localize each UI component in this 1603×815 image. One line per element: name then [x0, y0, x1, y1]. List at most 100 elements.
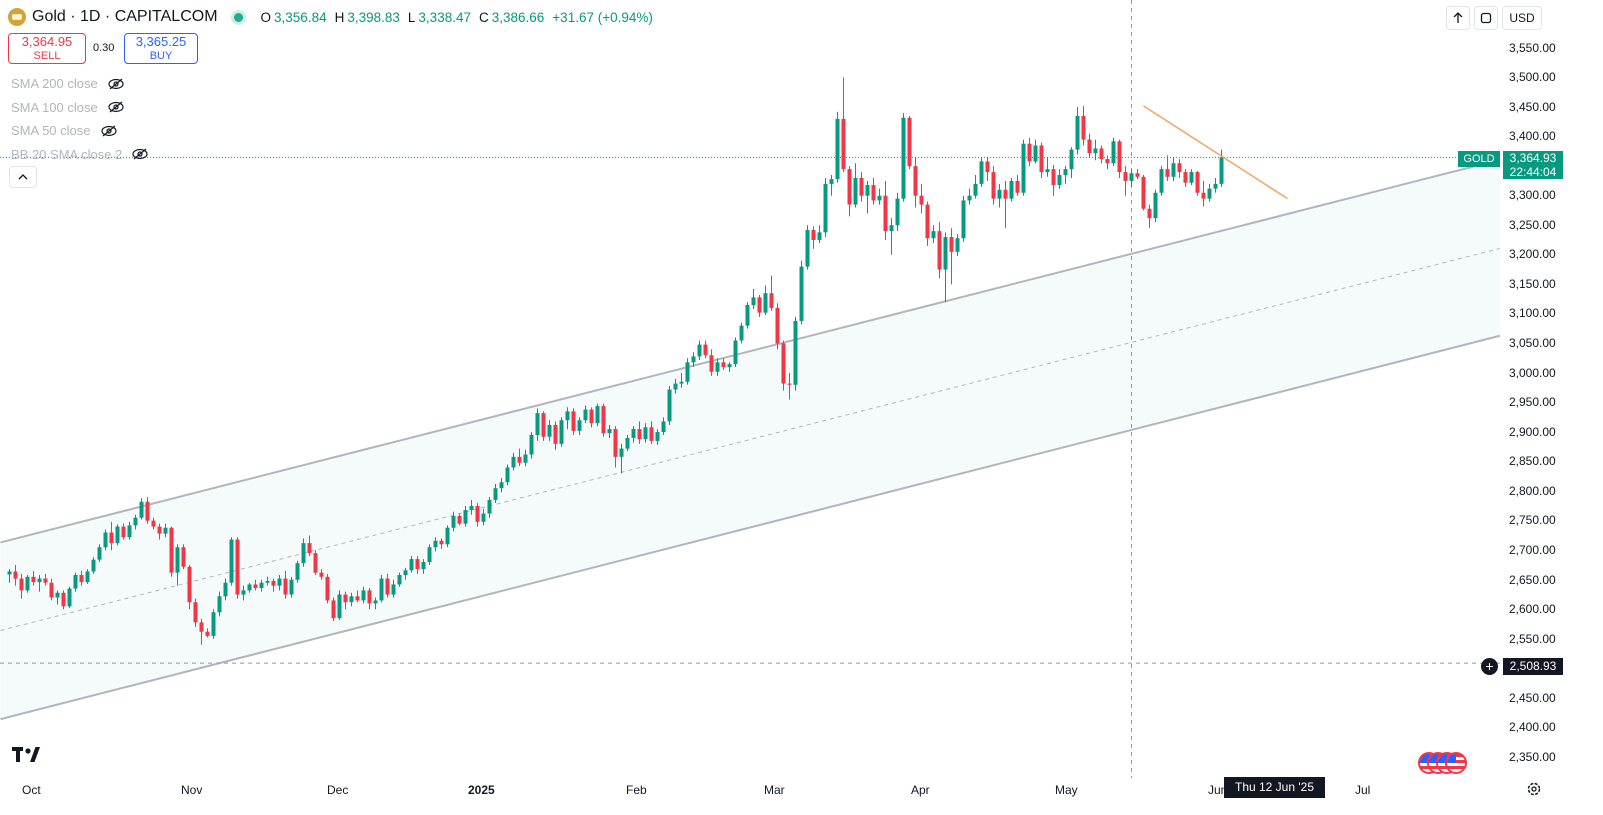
candle	[997, 183, 1002, 208]
candle	[499, 478, 504, 493]
buy-button[interactable]: 3,365.25 BUY	[124, 33, 198, 64]
candle	[865, 180, 870, 214]
candle-body	[895, 198, 900, 226]
candle-body	[1087, 139, 1092, 154]
candle-body	[109, 532, 114, 544]
candle	[1039, 142, 1044, 178]
candle-body	[55, 592, 60, 598]
eye-off-icon[interactable]	[100, 125, 117, 137]
candle	[205, 628, 210, 638]
candle-body	[187, 566, 192, 603]
candle	[61, 590, 66, 610]
candle	[481, 508, 486, 526]
candle-body	[1033, 145, 1038, 162]
arrow-up-button[interactable]	[1446, 6, 1470, 30]
candle	[1009, 177, 1014, 202]
candle-body	[19, 578, 24, 591]
candle	[715, 358, 720, 376]
price-axis-label: 3,050.00	[1509, 336, 1556, 350]
currency-selector[interactable]: USD	[1502, 6, 1542, 30]
candle	[121, 523, 126, 540]
candle-body	[667, 389, 672, 422]
add-alert-plus-icon[interactable]: +	[1481, 658, 1498, 675]
candle	[433, 537, 438, 552]
collapse-legend-button[interactable]	[9, 166, 37, 188]
sell-button[interactable]: 3,364.95 SELL	[8, 33, 86, 64]
candle-body	[1183, 172, 1188, 183]
candle	[355, 590, 360, 603]
candle-body	[1201, 192, 1206, 199]
candle	[67, 586, 72, 609]
candle	[1147, 204, 1152, 229]
candle	[487, 497, 492, 518]
candle	[1045, 157, 1050, 177]
gear-icon[interactable]	[1526, 781, 1542, 797]
low-key: L	[407, 9, 416, 25]
candle-body	[49, 582, 54, 598]
candle-body	[961, 200, 966, 239]
candle	[91, 557, 96, 574]
candle	[1003, 180, 1008, 229]
channel-lower-line[interactable]	[0, 334, 1501, 721]
candle	[655, 429, 660, 446]
candle	[85, 569, 90, 584]
symbol-price-tag: GOLD	[1458, 151, 1500, 167]
candle	[265, 576, 270, 586]
candle-body	[229, 539, 234, 583]
candle-body	[625, 437, 630, 449]
fullscreen-button[interactable]	[1474, 6, 1498, 30]
candle-body	[589, 409, 594, 424]
bar-countdown: 22:44:04	[1509, 165, 1557, 179]
candle	[439, 538, 444, 550]
ohlc-values: O 3,356.84 H 3,398.83 L 3,338.47 C 3,386.66 …	[261, 10, 658, 25]
candle-body	[121, 526, 126, 538]
indicator-bb-20[interactable]: BB 20 SMA close 2	[11, 143, 148, 167]
close-value: 3,386.66	[491, 9, 545, 25]
channel-upper-line[interactable]	[0, 158, 1501, 544]
candle-body	[175, 547, 180, 573]
candle	[247, 582, 252, 593]
candle	[673, 378, 678, 394]
indicator-sma-50[interactable]: SMA 50 close	[11, 119, 148, 143]
candle	[1213, 177, 1218, 193]
candle	[427, 544, 432, 565]
indicator-sma-100[interactable]: SMA 100 close	[11, 96, 148, 120]
eye-off-icon[interactable]	[108, 101, 124, 113]
indicator-sma-200[interactable]: SMA 200 close	[11, 72, 148, 96]
candle-body	[1153, 192, 1158, 219]
candle-body	[571, 411, 576, 431]
candle	[1093, 139, 1098, 161]
price-axis-label: 2,950.00	[1509, 395, 1556, 409]
candle	[283, 570, 288, 599]
candle	[151, 517, 156, 530]
candle-body	[565, 411, 570, 421]
candle-body	[709, 355, 714, 372]
economic-events-flags[interactable]	[1418, 752, 1467, 774]
candle-body	[805, 229, 810, 267]
candle	[703, 340, 708, 359]
symbol-title[interactable]: Gold · 1D · CAPITALCOM	[32, 8, 218, 25]
candle-body	[763, 293, 768, 313]
candle-body	[1117, 141, 1122, 173]
candle-body	[865, 185, 870, 196]
candle-body	[691, 356, 696, 363]
candle-body	[799, 266, 804, 321]
candle	[271, 578, 276, 592]
candle	[931, 225, 936, 243]
candle	[967, 188, 972, 205]
candle	[373, 597, 378, 610]
trendline[interactable]	[1143, 105, 1288, 200]
candle-body	[1021, 143, 1026, 193]
candle-body	[445, 527, 450, 545]
candle-body	[247, 584, 252, 591]
eye-off-icon[interactable]	[108, 78, 124, 90]
candle-body	[1159, 169, 1164, 193]
candle-body	[907, 117, 912, 167]
candle	[961, 195, 966, 242]
eye-off-icon[interactable]	[132, 148, 148, 160]
candle-body	[547, 424, 552, 437]
tradingview-logo-icon[interactable]	[12, 746, 44, 769]
candle	[505, 464, 510, 486]
candle-body	[553, 424, 558, 444]
